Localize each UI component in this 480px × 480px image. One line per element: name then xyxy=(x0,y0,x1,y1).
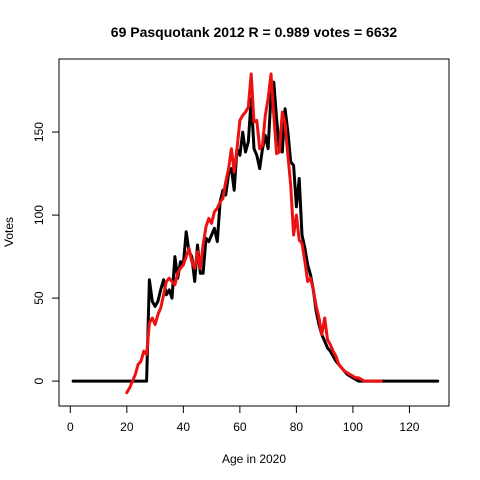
x-tick-label: 80 xyxy=(290,420,304,434)
y-tick-label: 100 xyxy=(32,205,46,225)
chart-title: 69 Pasquotank 2012 R = 0.989 votes = 663… xyxy=(111,24,398,40)
x-axis: 0 20 40 60 80 100 120 xyxy=(67,405,420,434)
y-tick-label: 50 xyxy=(32,291,46,305)
x-tick-label: 40 xyxy=(177,420,191,434)
series-line-red xyxy=(125,72,383,395)
series-line-black xyxy=(71,80,440,383)
x-axis-label: Age in 2020 xyxy=(222,452,286,466)
series-layer xyxy=(71,72,440,395)
y-axis-label: Votes xyxy=(2,217,16,247)
x-tick-label: 60 xyxy=(233,420,247,434)
x-tick-label: 0 xyxy=(67,420,74,434)
x-tick-label: 120 xyxy=(399,420,419,434)
x-tick-label: 100 xyxy=(343,420,363,434)
x-tick-label: 20 xyxy=(120,420,134,434)
y-tick-label: 0 xyxy=(32,377,46,384)
y-tick-label: 150 xyxy=(32,122,46,142)
y-axis: 0 50 100 150 xyxy=(32,122,60,384)
